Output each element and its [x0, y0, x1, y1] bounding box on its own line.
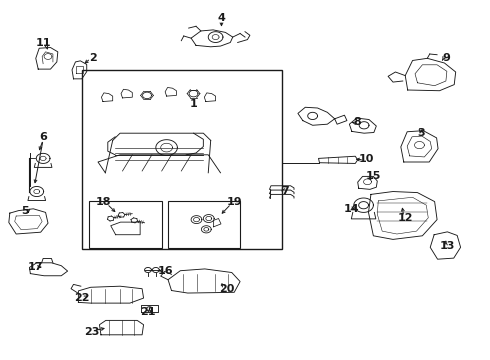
Text: 11: 11 [35, 38, 51, 48]
Text: 17: 17 [27, 262, 43, 272]
Bar [168, 201, 240, 248]
Text: 7: 7 [281, 186, 289, 196]
Text: 5: 5 [22, 206, 29, 216]
Text: 8: 8 [354, 117, 362, 127]
Text: 19: 19 [226, 197, 242, 207]
Text: 13: 13 [439, 240, 455, 251]
Text: 3: 3 [417, 128, 425, 138]
Text: 10: 10 [359, 154, 374, 164]
Text: 15: 15 [366, 171, 381, 181]
Text: 1: 1 [190, 99, 197, 109]
Text: 14: 14 [344, 204, 360, 214]
Text: 6: 6 [39, 132, 47, 142]
Text: 2: 2 [89, 53, 97, 63]
Text: 22: 22 [74, 293, 90, 303]
Text: 16: 16 [158, 266, 173, 276]
Text: 21: 21 [140, 307, 156, 318]
Text: 9: 9 [442, 53, 450, 63]
Bar [82, 70, 282, 249]
Text: 4: 4 [218, 13, 225, 23]
Bar [89, 201, 162, 248]
Text: 18: 18 [96, 197, 112, 207]
Text: 20: 20 [219, 284, 234, 294]
Text: 23: 23 [84, 327, 100, 337]
Text: 12: 12 [398, 213, 414, 223]
